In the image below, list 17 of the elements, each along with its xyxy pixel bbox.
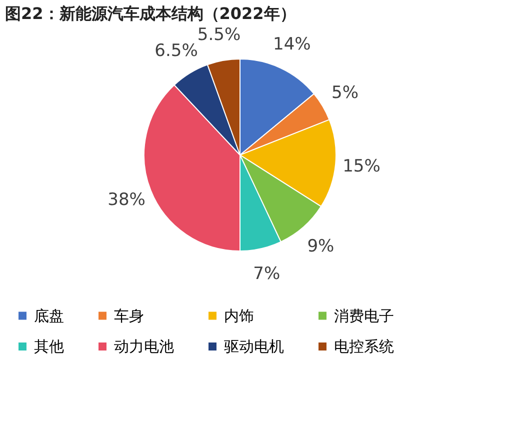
data-label: 7% (253, 264, 280, 284)
data-label: 5% (332, 82, 359, 103)
legend-label: 内饰 (224, 306, 254, 325)
data-label: 15% (342, 156, 380, 176)
legend-label: 消费电子 (334, 306, 394, 325)
legend-label: 动力电池 (114, 338, 174, 356)
data-label: 9% (307, 236, 334, 257)
legend-label: 其他 (34, 338, 64, 356)
legend-label: 车身 (114, 306, 144, 325)
legend-label: 驱动电机 (224, 338, 284, 356)
data-label: 6.5% (154, 40, 198, 61)
data-label: 5.5% (197, 24, 241, 45)
legend-label: 电控系统 (334, 338, 394, 356)
legend-label: 底盘 (34, 306, 64, 325)
data-label: 38% (108, 190, 146, 210)
chart-title: 图22：新能源汽车成本结构（2022年） (5, 4, 296, 23)
data-label: 14% (273, 34, 311, 55)
